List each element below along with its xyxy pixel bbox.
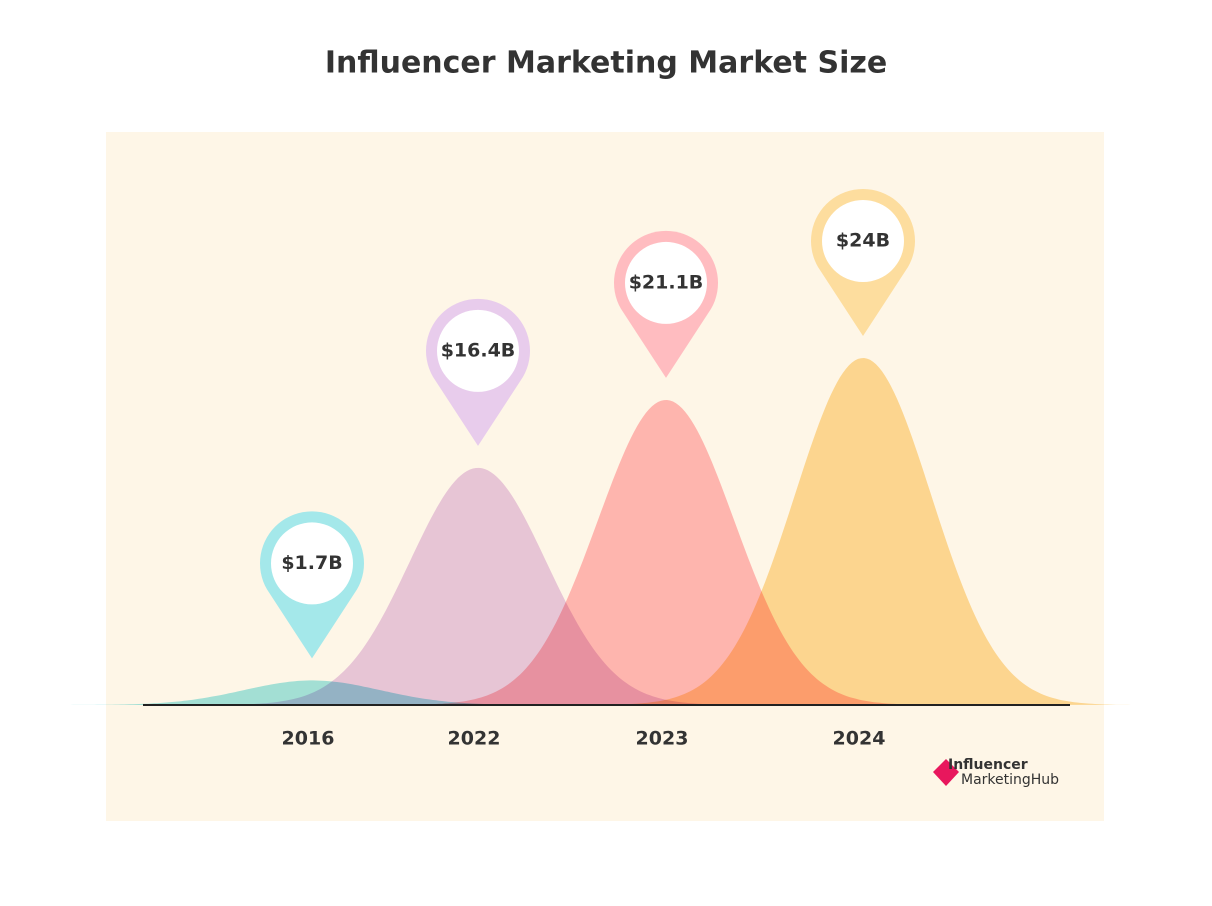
bell-curve xyxy=(591,358,1134,705)
curves xyxy=(40,358,1134,705)
value-label: $24B xyxy=(836,230,890,252)
pin-hole xyxy=(437,309,519,392)
x-tick-label: 2023 xyxy=(636,728,689,750)
panel xyxy=(106,132,1104,821)
brand-line-1: Influencer xyxy=(948,757,1028,773)
bell-curve xyxy=(394,400,937,705)
value-label: $1.7B xyxy=(281,552,342,574)
value-label: $21.1B xyxy=(629,271,704,293)
chart-title: Influencer Marketing Market Size xyxy=(325,46,887,81)
labels: $1.7B 2016 $16.4B 2022 $21.1B 2023 $24B 2024 xyxy=(260,188,915,750)
bell-curve xyxy=(206,467,749,705)
x-tick-label: 2016 xyxy=(282,728,335,750)
x-tick-label: 2022 xyxy=(448,728,501,750)
pin-hole xyxy=(625,241,707,324)
brand-line-2: MarketingHub xyxy=(961,772,1059,788)
bell-curve xyxy=(40,680,583,705)
brand-icon xyxy=(933,759,959,786)
x-tick-label: 2024 xyxy=(833,728,886,750)
pin-hole xyxy=(822,200,904,282)
pin-hole xyxy=(271,522,353,605)
value-label: $16.4B xyxy=(441,339,516,361)
